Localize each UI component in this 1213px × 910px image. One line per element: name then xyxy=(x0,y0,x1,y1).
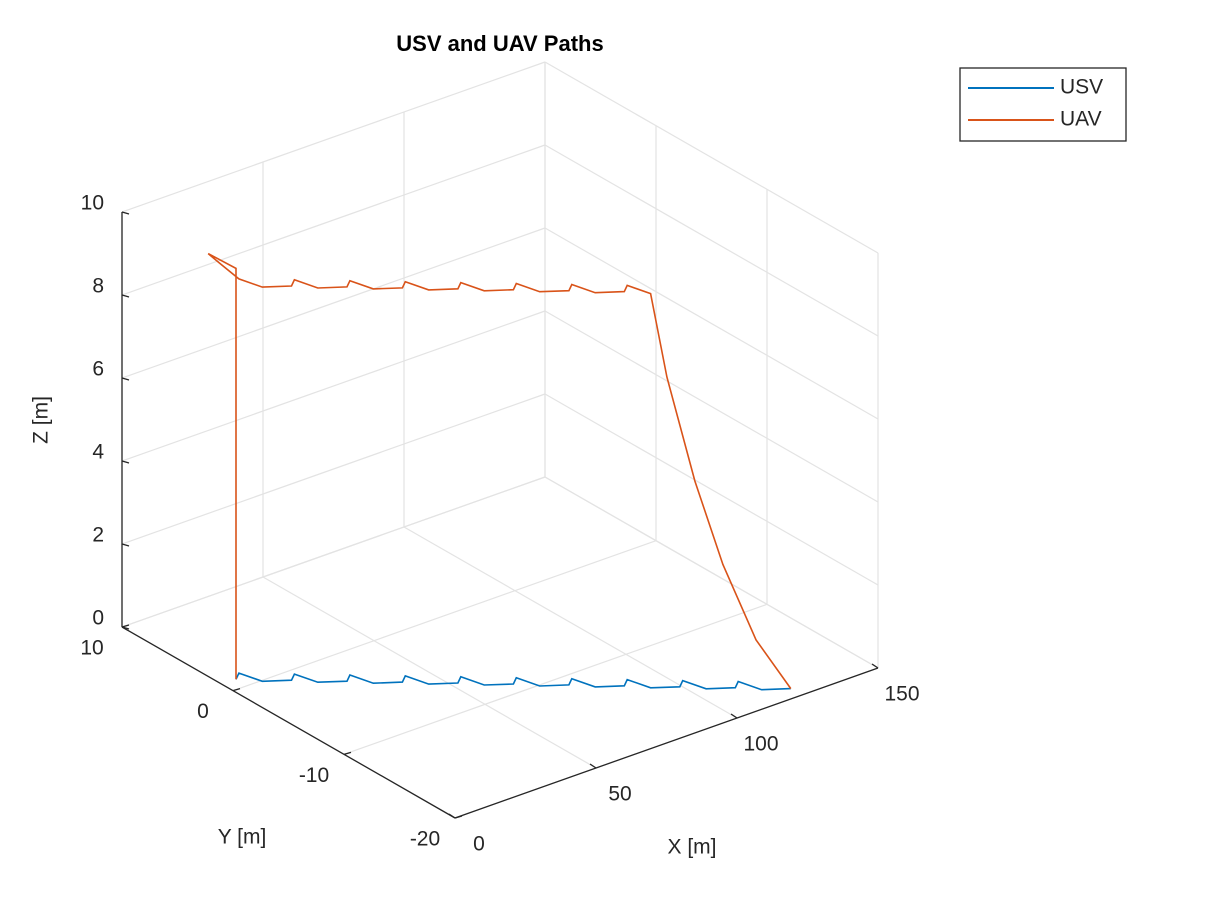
grid-line xyxy=(121,144,546,296)
grid-line xyxy=(544,476,879,669)
grid-line xyxy=(121,476,546,628)
chart-title: USV and UAV Paths xyxy=(396,31,603,56)
grid-line xyxy=(544,393,879,586)
y-tick-label: -10 xyxy=(299,764,329,787)
legend-label: USV xyxy=(1060,76,1103,99)
y-tick xyxy=(232,688,241,692)
z-tick-label: 10 xyxy=(81,192,104,215)
z-tick xyxy=(121,543,130,547)
y-tick xyxy=(343,751,352,755)
grid-line xyxy=(544,61,879,254)
grid xyxy=(121,61,879,819)
x-tick-label: 150 xyxy=(884,683,919,706)
x-tick-label: 50 xyxy=(608,783,631,806)
x-tick xyxy=(730,713,738,719)
y-tick-label: 10 xyxy=(80,637,103,660)
legend-label: UAV xyxy=(1060,108,1102,131)
x-tick xyxy=(589,763,597,769)
legend-box xyxy=(959,67,1127,142)
grid-line xyxy=(343,603,768,755)
grid-line xyxy=(544,227,879,420)
lines xyxy=(207,252,792,691)
z-tick xyxy=(121,294,130,298)
grid-line xyxy=(121,61,546,213)
x-tick-label: 0 xyxy=(473,833,485,856)
z-tick-label: 0 xyxy=(92,607,104,630)
grid-line xyxy=(544,144,879,337)
x-tick-label: 100 xyxy=(743,733,778,756)
z-tick xyxy=(121,460,130,464)
grid-line xyxy=(232,540,657,692)
z-tick-label: 8 xyxy=(92,275,104,298)
z-tick xyxy=(121,377,130,381)
grid-line xyxy=(544,310,879,503)
y-tick xyxy=(454,815,463,819)
grid-line xyxy=(121,310,546,462)
x-axis-label: X [m] xyxy=(667,836,716,859)
series-line xyxy=(235,672,791,691)
z-tick xyxy=(121,211,130,215)
z-tick-label: 6 xyxy=(92,358,104,381)
z-axis-label: Z [m] xyxy=(30,396,53,444)
x-tick xyxy=(871,663,879,669)
z-tick-label: 2 xyxy=(92,524,104,547)
grid-line xyxy=(121,227,546,379)
z-tick xyxy=(121,626,130,630)
axis-line xyxy=(454,667,879,819)
y-tick-label: 0 xyxy=(197,700,209,723)
x-tick xyxy=(448,813,456,819)
legend: USV UAV xyxy=(959,67,1127,142)
y-tick-label: -20 xyxy=(410,828,440,851)
axis-line xyxy=(121,626,456,819)
y-axis-label: Y [m] xyxy=(218,826,267,849)
z-tick-label: 4 xyxy=(92,441,104,464)
grid-line xyxy=(121,393,546,545)
grid-line xyxy=(403,526,738,719)
series-line xyxy=(207,252,792,690)
grid-line xyxy=(262,576,597,769)
